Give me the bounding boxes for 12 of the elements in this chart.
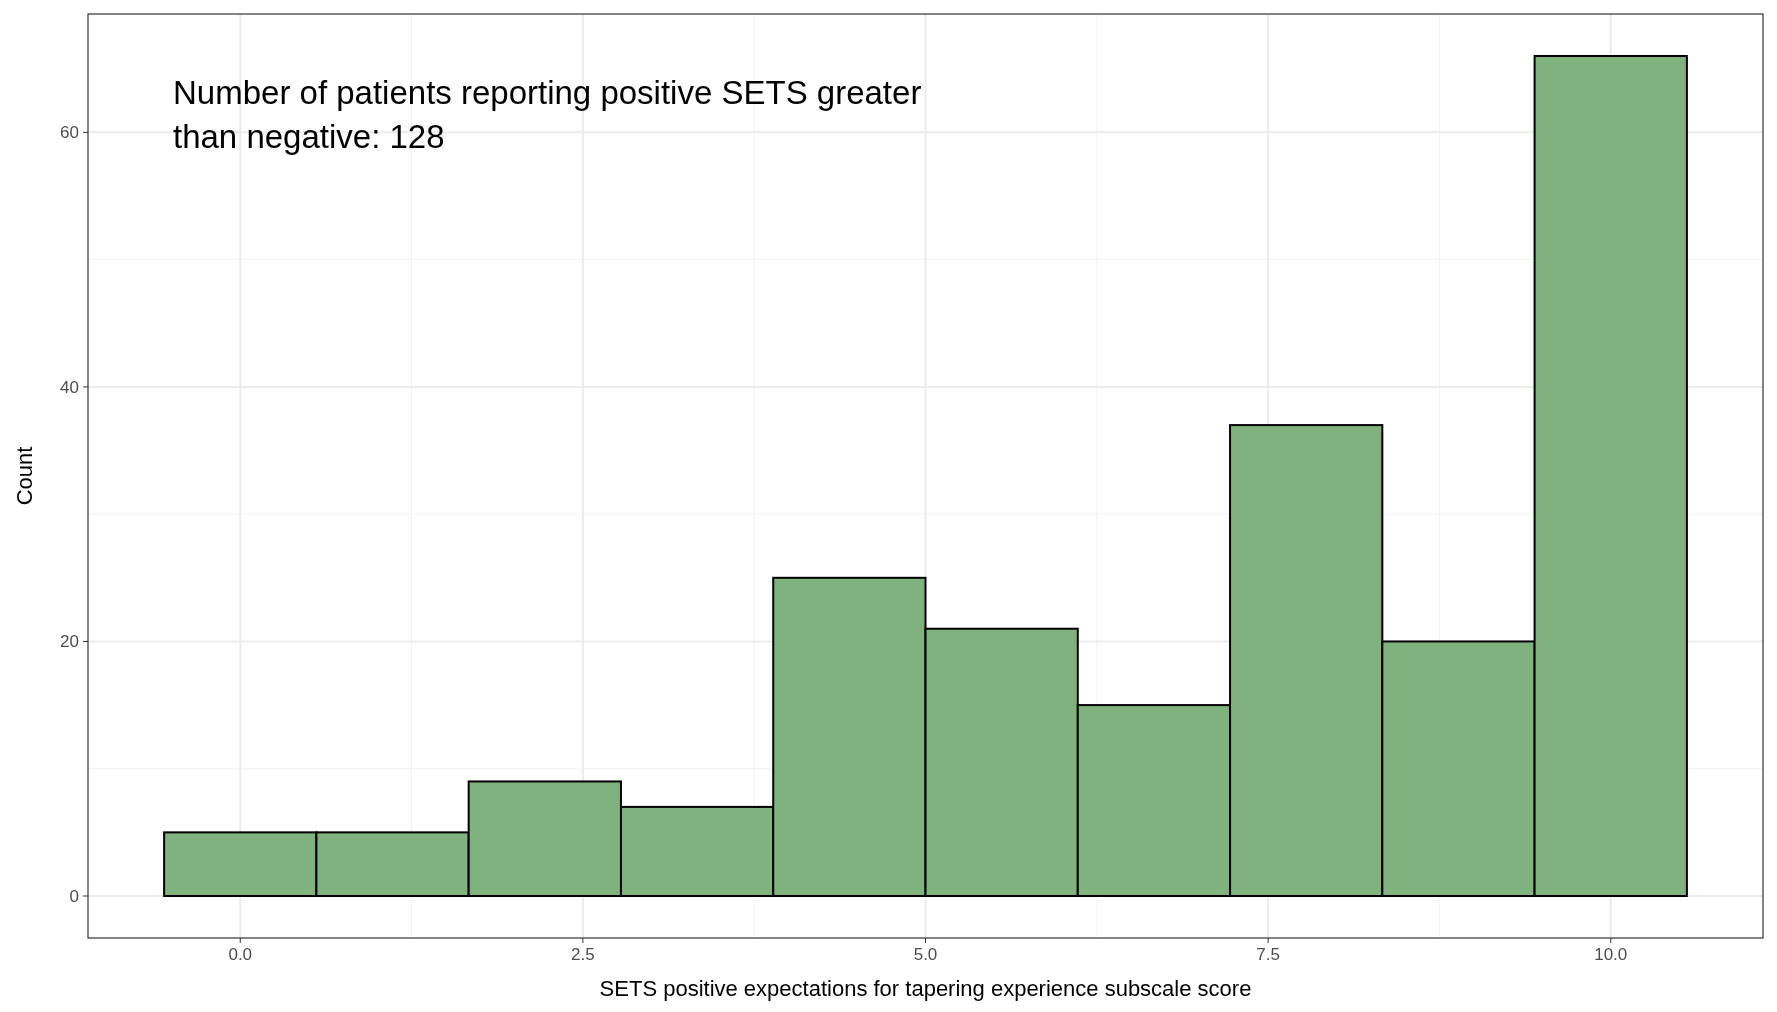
y-tick-label: 20	[60, 632, 79, 652]
x-tick-label: 5.0	[913, 945, 938, 964]
x-axis-title: SETS positive expectations for tapering experience subscale score	[599, 976, 1252, 1001]
y-axis-title: Count	[12, 446, 37, 506]
annotation: Number of patients reporting positive SETS greater than negative: 128	[173, 74, 922, 155]
x-tick-label: 0.0	[228, 945, 253, 964]
y-tick-label: 60	[60, 123, 79, 143]
x-tick-label: 10.0	[1594, 945, 1628, 964]
x-tick-label: 2.5	[571, 945, 595, 964]
x-tick-label: 7.5	[1256, 945, 1280, 964]
y-tick-label: 0	[69, 886, 79, 906]
y-tick-label: 40	[60, 377, 79, 397]
